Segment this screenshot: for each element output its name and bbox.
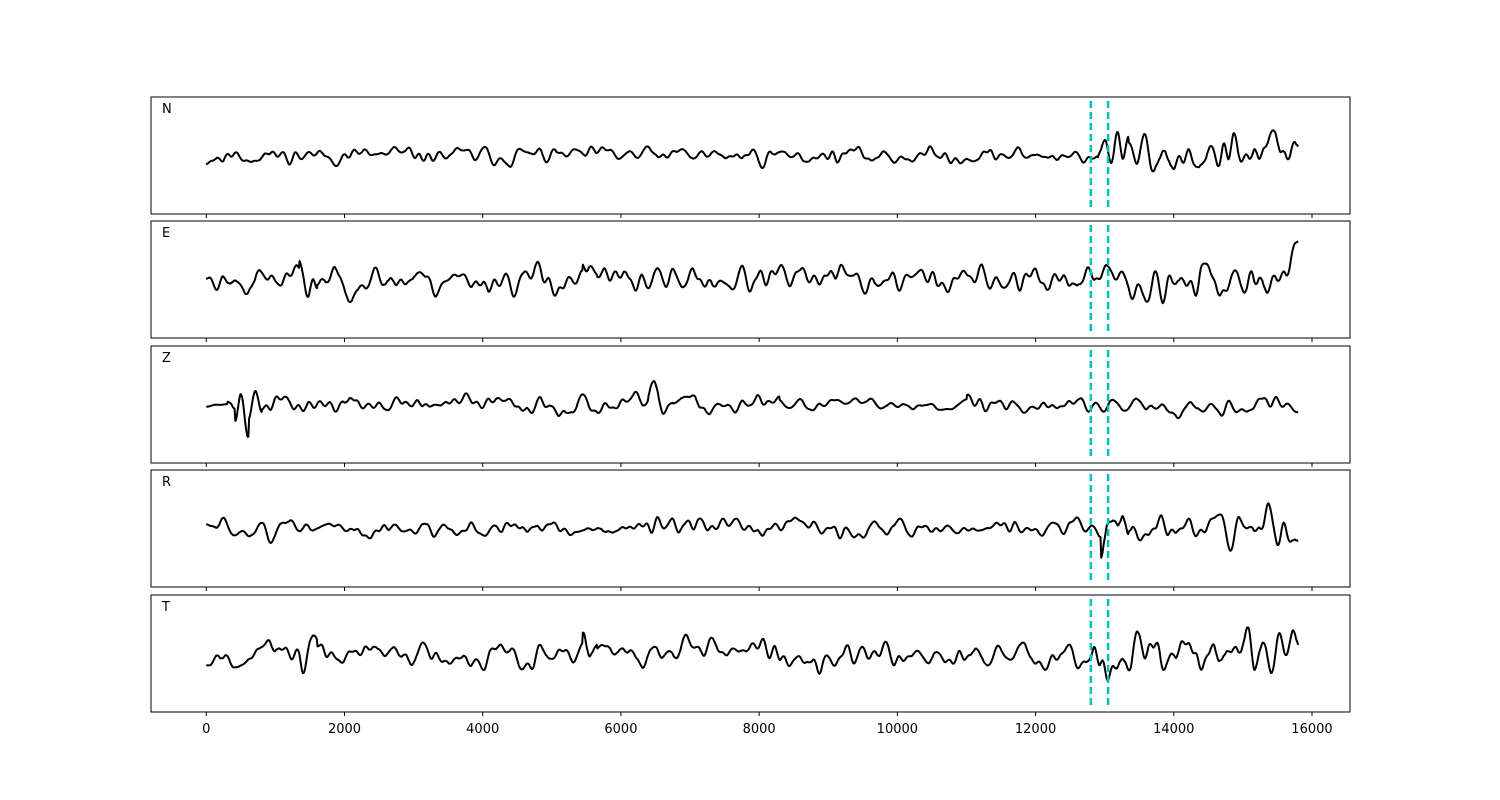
trace-panel-Z: Z [150, 345, 1351, 467]
waveform-trace [206, 380, 1299, 438]
trace-panel-E: E [150, 220, 1351, 342]
x-tick-label: 2000 [328, 722, 361, 737]
waveform-trace [205, 502, 1299, 559]
panel-label: E [162, 226, 170, 241]
x-tick-label: 16000 [1291, 722, 1332, 737]
x-tick-label: 4000 [466, 722, 499, 737]
x-tick-label: 6000 [604, 722, 637, 737]
waveform-trace [205, 240, 1299, 305]
x-tick-label: 0 [202, 722, 210, 737]
x-axis: 0 2000 4000 6000 8000 10000 12000 14000 16000 [202, 722, 1333, 737]
panel-frame [150, 594, 1351, 713]
waveform-trace [206, 626, 1300, 682]
panel-label: Z [162, 351, 171, 366]
panel-label: T [161, 600, 170, 615]
x-tick-label: 12000 [1015, 722, 1056, 737]
panels: N E Z R T [150, 96, 1351, 716]
trace-panel-T: T [150, 594, 1351, 716]
trace-panel-N: N [150, 96, 1351, 218]
waveform-trace [205, 129, 1300, 173]
panel-label: R [162, 475, 171, 490]
panel-frame [150, 96, 1351, 215]
x-tick-label: 10000 [877, 722, 918, 737]
panel-label: N [162, 102, 172, 117]
x-tick-label: 8000 [743, 722, 776, 737]
x-tick-label: 14000 [1153, 722, 1194, 737]
trace-panel-R: R [150, 469, 1351, 591]
panel-frame [150, 220, 1351, 339]
